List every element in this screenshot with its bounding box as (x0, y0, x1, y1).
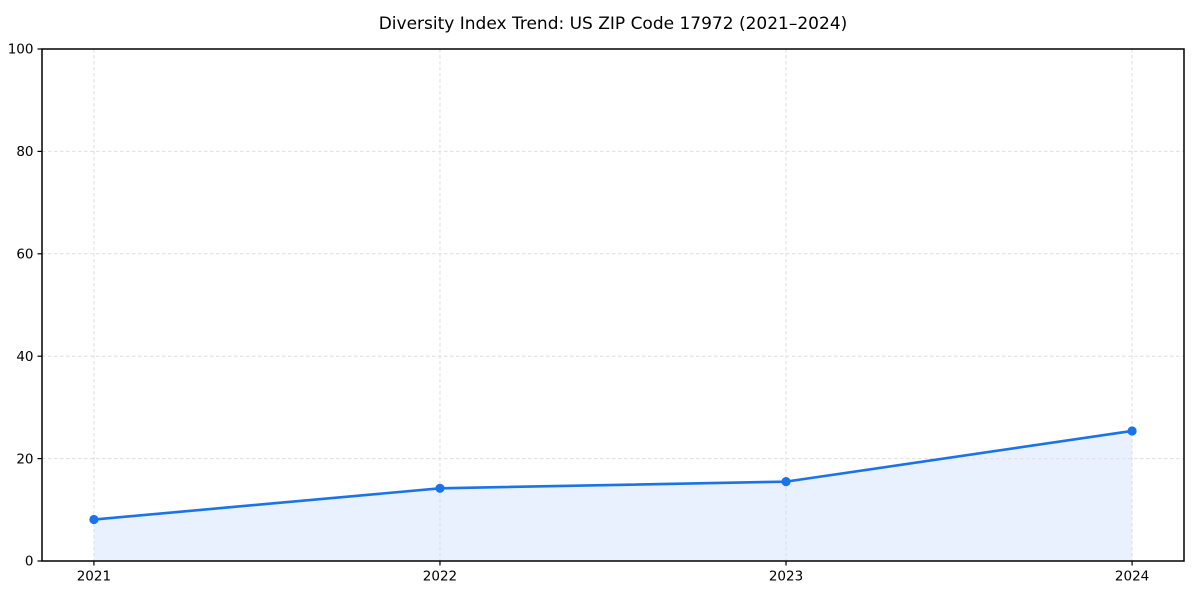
tick-label-layer: 0 20 40 60 80 100 2021 2022 2023 2024 (8, 42, 1150, 585)
y-tick-label: 0 (25, 554, 34, 570)
x-tick-label: 2023 (769, 569, 803, 585)
axes-frame (41, 48, 1185, 562)
x-tick-label: 2024 (1115, 569, 1149, 585)
data-point-2023 (781, 477, 791, 487)
data-point-2024 (1127, 426, 1137, 436)
trend-line (92, 429, 1134, 521)
axes-frame-layer (37, 48, 1185, 566)
chart-title: Diversity Index Trend: US ZIP Code 17972… (379, 14, 848, 34)
y-tick-label: 100 (8, 42, 34, 58)
y-tick-label: 80 (16, 144, 33, 160)
y-tick-label: 20 (16, 451, 33, 467)
x-tick-label: 2022 (423, 569, 457, 585)
x-tick-label: 2021 (77, 569, 111, 585)
y-tick-label: 40 (16, 349, 33, 365)
data-point-2022 (435, 483, 445, 493)
data-point-2021 (89, 514, 99, 525)
area-fill (93, 430, 1133, 561)
line-layer (92, 429, 1134, 521)
marker-layer (89, 426, 1137, 525)
area-layer (93, 430, 1133, 561)
y-tick-label: 60 (16, 247, 33, 263)
